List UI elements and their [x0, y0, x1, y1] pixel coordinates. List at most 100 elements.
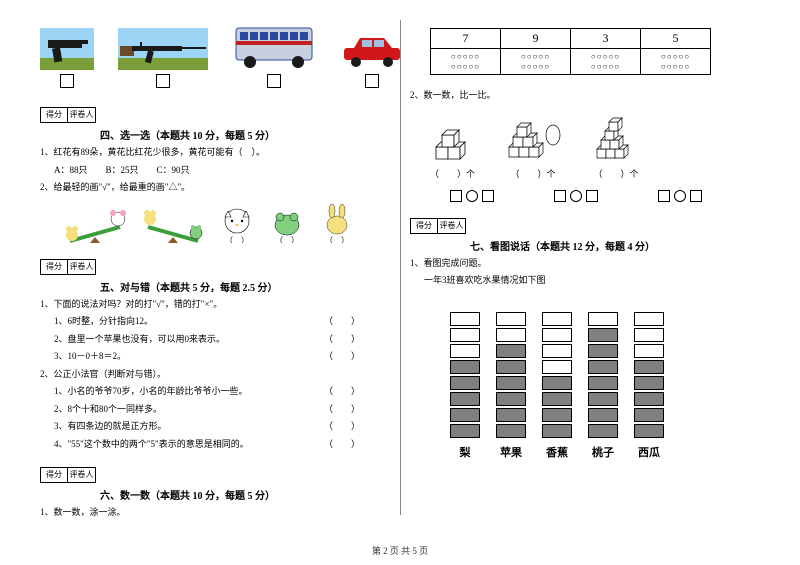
fruit-box-empty [450, 312, 480, 326]
fruit-box-filled [496, 408, 526, 422]
shapes2 [554, 190, 598, 202]
car-icon [340, 30, 404, 70]
s6-q1: 1、数一数，涂一涂。 [40, 506, 390, 520]
fruit-box-filled [496, 360, 526, 374]
svg-text:（ ）: （ ） [225, 236, 249, 243]
score-label: 得分 [410, 218, 438, 234]
s5-q2: 2、公正小法官（判断对与错）。 [40, 368, 390, 382]
fruit-box-empty [542, 360, 572, 374]
fruit-box-filled [634, 392, 664, 406]
fruit-box-empty [588, 312, 618, 326]
fruit-box-empty [634, 312, 664, 326]
rifle-checkbox[interactable] [156, 74, 170, 88]
pistol-icon [40, 28, 94, 70]
fruit-label: 梨 [460, 444, 471, 460]
shapes1 [450, 190, 494, 202]
s4-q1: 1、红花有89朵，黄花比红花少很多，黄花可能有（ ）。 [40, 146, 390, 160]
section6-title: 六、数一数（本题共 10 分，每题 5 分） [100, 487, 390, 502]
svg-text:（ ）: （ ） [275, 236, 299, 243]
score-label: 得分 [40, 259, 68, 275]
fruit-label: 桃子 [592, 444, 614, 460]
s5-q1-1: 1、6时整，分针指向12。（ ） [54, 315, 390, 329]
ct-ovals: ○○○○○○○○○○ [431, 49, 501, 75]
column-divider [400, 20, 401, 515]
seesaw-row: （ ） （ ） （ ） [60, 203, 390, 243]
score-label: 得分 [40, 107, 68, 123]
frog-icon: （ ） [266, 203, 308, 243]
fruit-box-empty [542, 312, 572, 326]
count-table: 7 9 3 5 ○○○○○○○○○○ ○○○○○○○○○○ ○○○○○○○○○○… [430, 28, 711, 75]
cubes2-icon [505, 115, 561, 163]
fruit-column: 桃子 [588, 298, 618, 460]
cubes3: （ ）个 [591, 113, 641, 180]
seesaw1-icon [60, 203, 130, 243]
rifle-icon [118, 28, 208, 70]
svg-text:（ ）: （ ） [325, 236, 349, 243]
fruit-box-filled [588, 344, 618, 358]
shapes3 [658, 190, 702, 202]
fruit-label: 苹果 [500, 444, 522, 460]
fruit-box-filled [588, 424, 618, 438]
s5-q2-1: 1、小名的爷爷70岁，小名的年龄比爷爷小一些。（ ） [54, 385, 390, 399]
s4-q1-options: A：88只 B：25只 C：90只 [54, 164, 390, 178]
fruit-box-empty [450, 328, 480, 342]
cubes1-icon [430, 119, 474, 163]
left-column: 得分 评卷人 四、选一选（本题共 10 分，每题 5 分） 1、红花有89朵，黄… [30, 20, 400, 530]
score-box-7: 得分 评卷人 [410, 218, 760, 234]
pistol-checkbox[interactable] [60, 74, 74, 88]
kitty-icon: （ ） [216, 203, 258, 243]
section7-title: 七、看图说话（本题共 12 分，每题 4 分） [470, 238, 760, 253]
grader-label: 评卷人 [68, 259, 96, 275]
fruit-box-filled [450, 376, 480, 390]
fruit-box-empty [496, 328, 526, 342]
ct-h2: 9 [501, 29, 571, 49]
shapes-groups [430, 186, 760, 202]
cubes2: （ ）个 [505, 115, 561, 180]
cubes-row: （ ）个 （ ）个 [430, 113, 760, 180]
s5-q1-3: 3、10－0＋8＝2。（ ） [54, 350, 390, 364]
fruit-box-filled [450, 424, 480, 438]
s7-q1: 1、看图完成问题。 [410, 257, 760, 271]
ct-ovals: ○○○○○○○○○○ [641, 49, 711, 75]
fruit-box-empty [450, 344, 480, 358]
bus-checkbox[interactable] [267, 74, 281, 88]
fruit-box-filled [542, 376, 572, 390]
s5-q1: 1、下面的说法对吗？对的打"√"，错的打"×"。 [40, 298, 390, 312]
score-box-5: 得分 评卷人 [40, 259, 390, 275]
fruit-label: 西瓜 [638, 444, 660, 460]
fruit-box-filled [496, 344, 526, 358]
bunny-icon: （ ） [316, 203, 358, 243]
fruit-box-filled [450, 392, 480, 406]
fruit-box-empty [542, 328, 572, 342]
grader-label: 评卷人 [438, 218, 466, 234]
rifle-item [118, 28, 208, 91]
right-column: 7 9 3 5 ○○○○○○○○○○ ○○○○○○○○○○ ○○○○○○○○○○… [400, 20, 770, 530]
fruit-box-filled [588, 328, 618, 342]
ct-h3: 3 [571, 29, 641, 49]
bus-icon [232, 20, 316, 70]
fruit-column: 西瓜 [634, 298, 664, 460]
fruit-box-empty [496, 312, 526, 326]
ct-ovals: ○○○○○○○○○○ [501, 49, 571, 75]
fruit-column: 梨 [450, 298, 480, 460]
fruit-box-filled [634, 360, 664, 374]
fruit-column: 香蕉 [542, 298, 572, 460]
fruit-box-filled [496, 376, 526, 390]
fruit-box-filled [588, 392, 618, 406]
fruit-box-filled [634, 408, 664, 422]
section4-title: 四、选一选（本题共 10 分，每题 5 分） [100, 127, 390, 142]
car-checkbox[interactable] [365, 74, 379, 88]
bus-item [232, 20, 316, 91]
car-item [340, 30, 404, 91]
grader-label: 评卷人 [68, 107, 96, 123]
r-q2: 2、数一数，比一比。 [410, 89, 760, 103]
ct-h1: 7 [431, 29, 501, 49]
s4-q2: 2、给最轻的画"√"，给最重的画"△"。 [40, 181, 390, 195]
fruit-box-filled [634, 376, 664, 390]
fruit-chart: 梨 苹果 香蕉桃子 西瓜 [450, 298, 760, 460]
ct-h4: 5 [641, 29, 711, 49]
fruit-box-filled [496, 424, 526, 438]
grader-label: 评卷人 [68, 467, 96, 483]
fruit-box-filled [588, 408, 618, 422]
seesaw2-icon [138, 203, 208, 243]
